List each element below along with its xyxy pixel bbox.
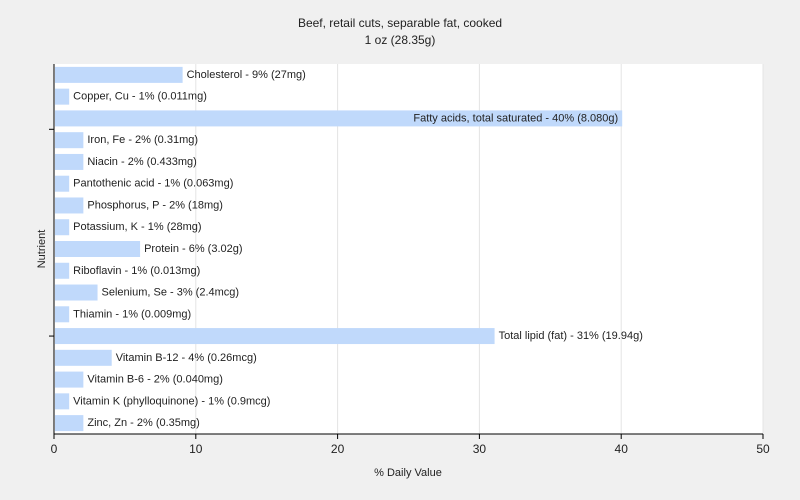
bar-label: Riboflavin - 1% (0.013mg) (73, 265, 200, 277)
bar-label: Vitamin B-12 - 4% (0.26mcg) (116, 352, 257, 364)
x-tick-label: 10 (189, 442, 203, 456)
bar-label: Protein - 6% (3.02g) (144, 243, 242, 255)
bar-labels: Cholesterol - 9% (27mg) Copper, Cu - 1% (… (73, 69, 643, 429)
bar-label: Phosphorus, P - 2% (18mg) (87, 199, 223, 211)
bar (55, 393, 70, 410)
bar (55, 306, 70, 323)
x-tick-label: 0 (51, 442, 58, 456)
bars (55, 66, 623, 432)
x-tick-label: 20 (331, 442, 345, 456)
bar-label: Potassium, K - 1% (28mg) (73, 221, 201, 233)
bar (55, 284, 98, 301)
bar (55, 241, 141, 257)
bar (55, 328, 495, 345)
x-axis-label: % Daily Value (374, 467, 442, 479)
bar (55, 110, 623, 127)
bar (55, 132, 84, 149)
chart-subtitle: 1 oz (28.35g) (365, 33, 436, 47)
bar-label: Pantothenic acid - 1% (0.063mg) (73, 178, 233, 190)
bar (55, 197, 84, 214)
y-axis-label: Nutrient (36, 230, 48, 269)
bar (55, 219, 70, 236)
chart-title: Beef, retail cuts, separable fat, cooked (298, 16, 502, 30)
bar-label: Iron, Fe - 2% (0.31mg) (87, 134, 198, 146)
bar-label: Cholesterol - 9% (27mg) (187, 69, 306, 81)
bar (55, 66, 183, 83)
axes (49, 64, 764, 439)
bar (55, 153, 84, 170)
bar-label: Selenium, Se - 3% (2.4mcg) (102, 287, 240, 299)
bar-label: Niacin - 2% (0.433mg) (87, 156, 196, 168)
bar (55, 175, 70, 192)
bar-label: Total lipid (fat) - 31% (19.94g) (499, 330, 643, 342)
bar (55, 262, 70, 279)
x-tick-label: 40 (615, 442, 629, 456)
bar (55, 88, 70, 105)
bar (55, 415, 84, 432)
bar-label: Thiamin - 1% (0.009mg) (73, 308, 191, 320)
x-tick-label: 30 (473, 442, 487, 456)
bar (55, 371, 84, 388)
bar (55, 349, 112, 366)
bar-label: Vitamin K (phylloquinone) - 1% (0.9mcg) (73, 395, 270, 407)
bar-label: Zinc, Zn - 2% (0.35mg) (87, 417, 199, 429)
x-tick-label: 50 (756, 442, 770, 456)
bar-label: Copper, Cu - 1% (0.011mg) (73, 91, 207, 103)
bar-label: Vitamin B-6 - 2% (0.040mg) (87, 374, 223, 386)
x-tick-labels: 0 10 20 30 40 50 (51, 442, 770, 456)
bar-label: Fatty acids, total saturated - 40% (8.08… (413, 112, 618, 124)
